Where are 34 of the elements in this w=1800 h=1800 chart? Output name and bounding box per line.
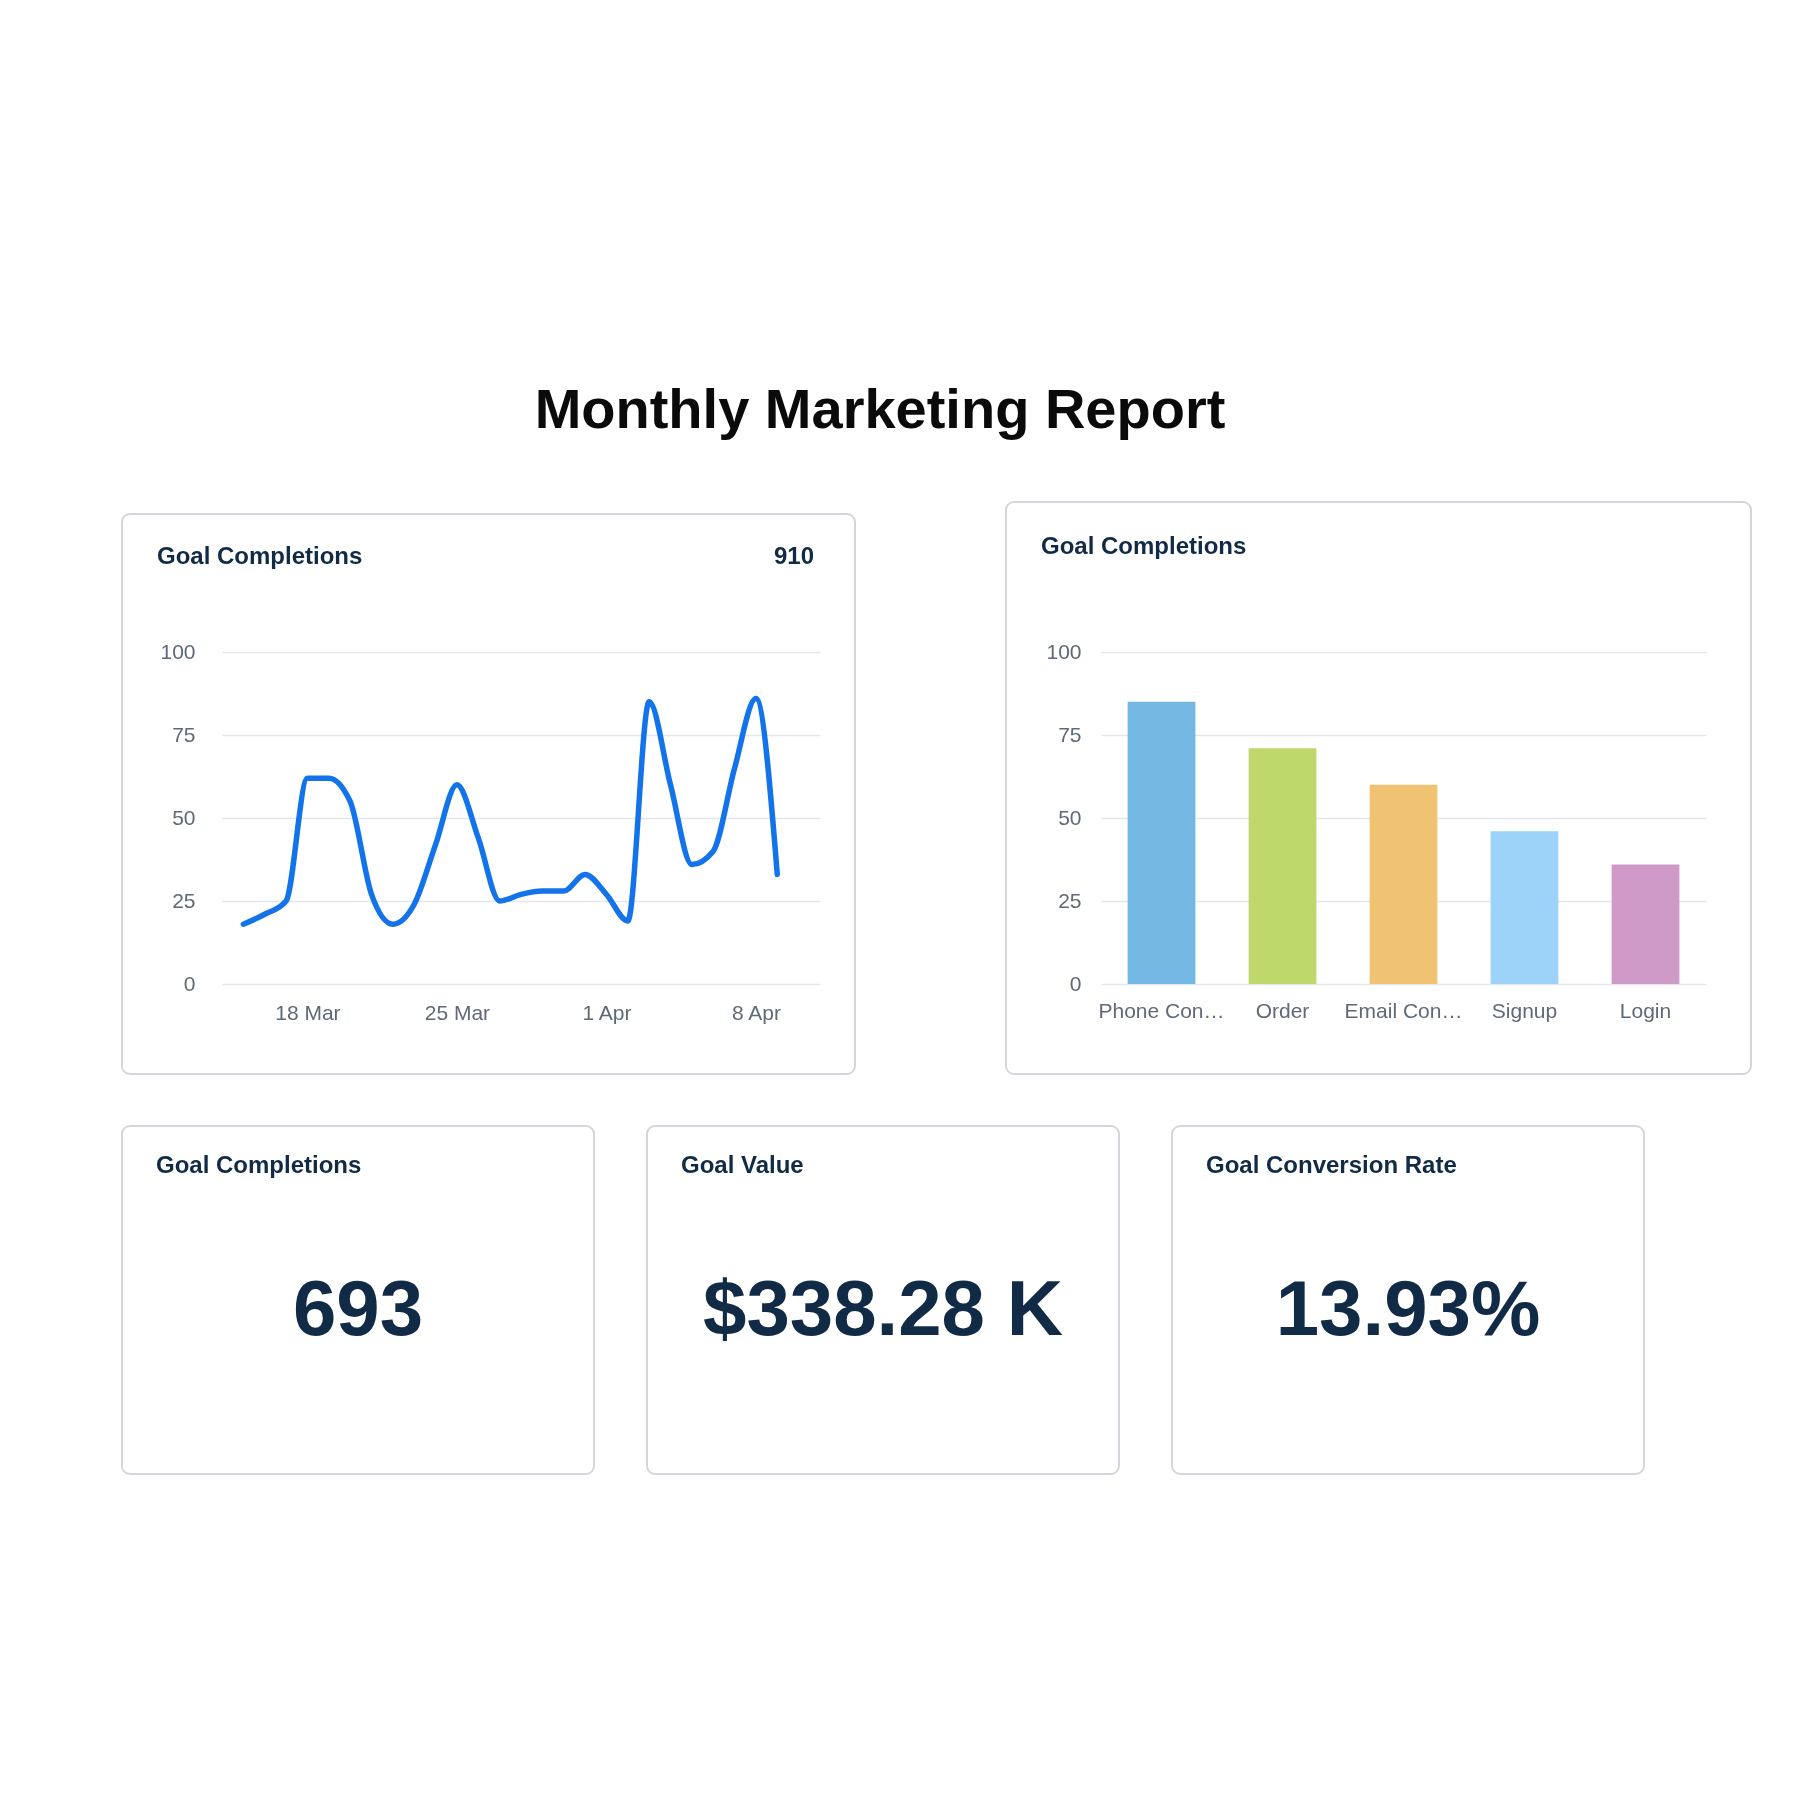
text: Goal Value	[681, 1151, 804, 1178]
x-tick-label: 18 Mar	[275, 1000, 341, 1024]
y-tick-label: 0	[183, 971, 196, 995]
x-tick-label: Phone Con…	[1098, 998, 1225, 1022]
chart-title: Goal Completions	[157, 542, 363, 569]
text: 910	[773, 542, 814, 569]
x-tick-label: 25 Mar	[424, 1000, 491, 1024]
text: $338.28 K	[703, 1264, 1063, 1352]
bar	[1611, 864, 1680, 984]
text: Goal Conversion Rate	[1206, 1151, 1457, 1178]
bar	[1490, 831, 1559, 984]
y-tick-label: 25	[172, 888, 196, 912]
x-tick-label: 1 Apr	[582, 1000, 632, 1024]
bar	[1127, 701, 1196, 984]
y-tick-label: 25	[1058, 888, 1082, 912]
text: 13.93%	[1275, 1264, 1541, 1352]
chart-title: Goal Completions	[1041, 532, 1247, 559]
bar	[1369, 784, 1438, 984]
y-tick-label: 50	[1058, 805, 1082, 829]
text: Goal Completions	[156, 1151, 362, 1178]
y-tick-label: 50	[172, 805, 196, 829]
x-tick-label: Order	[1255, 998, 1310, 1022]
x-tick-label: Login	[1619, 998, 1672, 1022]
y-tick-label: 75	[1058, 722, 1082, 746]
y-tick-label: 100	[160, 639, 196, 663]
text: Monthly Marketing Report	[534, 377, 1226, 440]
text: 693	[292, 1264, 424, 1352]
x-tick-label: Email Con…	[1344, 998, 1463, 1022]
y-tick-label: 75	[172, 722, 196, 746]
x-tick-label: Signup	[1491, 998, 1558, 1022]
bar	[1248, 748, 1317, 984]
y-tick-label: 0	[1069, 971, 1082, 995]
x-tick-label: 8 Apr	[731, 1000, 781, 1024]
y-tick-label: 100	[1046, 639, 1082, 663]
